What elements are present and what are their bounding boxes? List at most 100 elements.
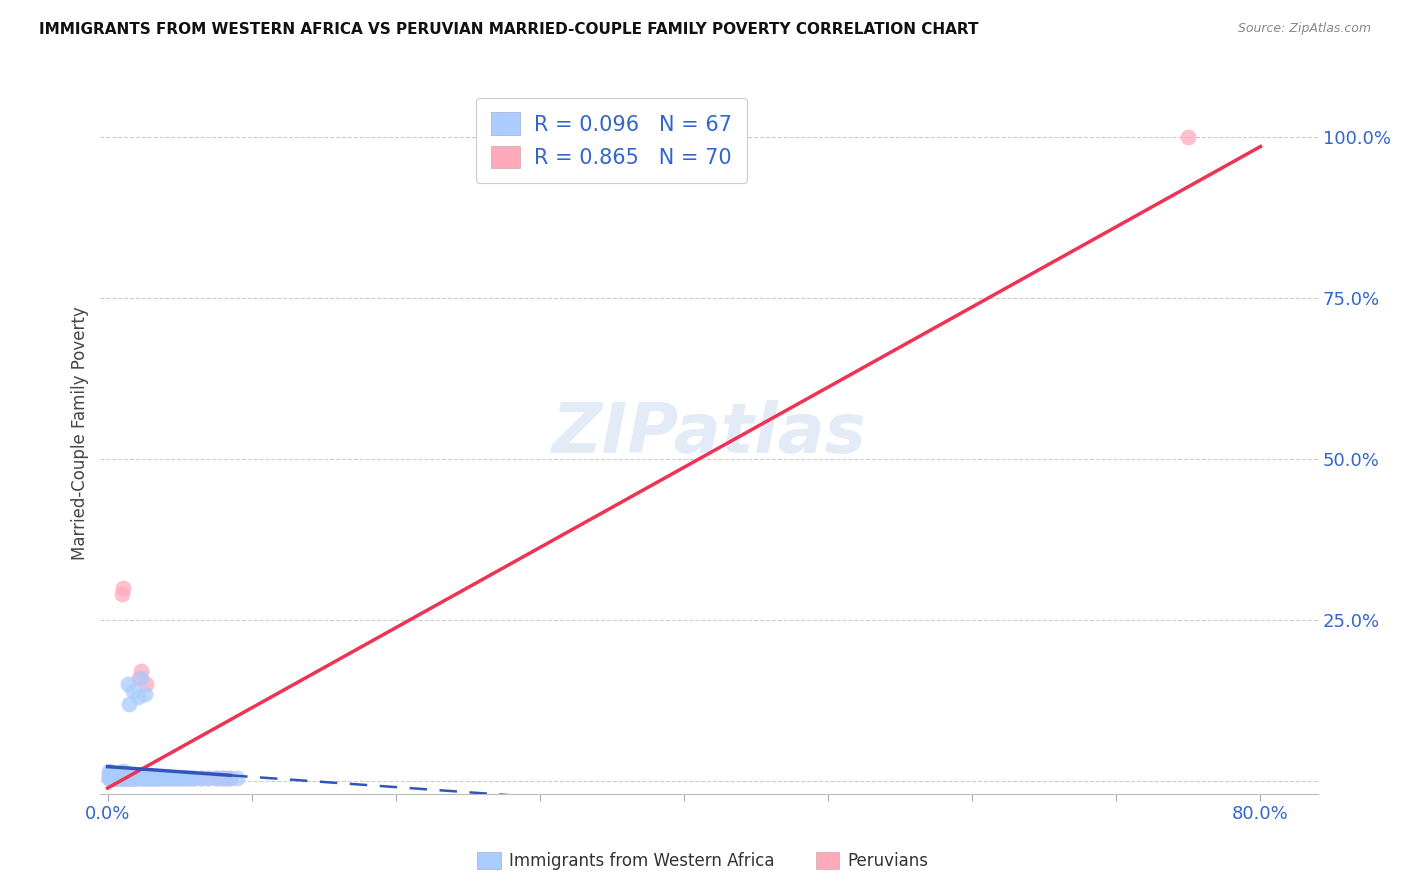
Point <box>166 771 188 785</box>
Point <box>105 771 128 785</box>
Point <box>117 771 139 785</box>
Point <box>143 771 166 785</box>
Point <box>142 771 165 785</box>
Point <box>100 769 122 783</box>
Point <box>104 771 127 785</box>
Point <box>118 771 141 785</box>
Point <box>219 771 242 785</box>
Point <box>132 771 155 785</box>
Point <box>153 771 176 785</box>
Point <box>103 771 125 785</box>
Point <box>104 771 127 785</box>
Point <box>215 771 238 785</box>
Point <box>157 771 180 785</box>
Point <box>166 771 188 785</box>
Point <box>131 771 153 785</box>
Point <box>100 771 122 785</box>
Legend: R = 0.096   N = 67, R = 0.865   N = 70: R = 0.096 N = 67, R = 0.865 N = 70 <box>477 98 747 183</box>
Point <box>149 771 172 785</box>
Point <box>211 771 233 785</box>
Point <box>121 771 143 785</box>
Point <box>190 771 212 785</box>
Point <box>98 771 121 785</box>
Point <box>122 683 145 698</box>
Point <box>153 771 176 785</box>
Point <box>208 771 231 785</box>
Point <box>100 771 122 785</box>
Point <box>150 771 173 785</box>
Point <box>1177 130 1199 145</box>
Point <box>115 771 138 785</box>
Point <box>197 771 219 785</box>
Point <box>100 771 122 785</box>
Point <box>115 771 138 785</box>
Point <box>104 771 127 785</box>
Point <box>101 771 124 785</box>
Point <box>104 771 127 785</box>
Point <box>124 771 146 785</box>
Point <box>176 771 198 785</box>
Point <box>183 771 205 785</box>
Point <box>105 771 128 785</box>
Point <box>100 767 122 781</box>
Point <box>143 771 166 785</box>
Point <box>163 771 186 785</box>
Point <box>117 677 139 691</box>
Text: IMMIGRANTS FROM WESTERN AFRICA VS PERUVIAN MARRIED-COUPLE FAMILY POVERTY CORRELA: IMMIGRANTS FROM WESTERN AFRICA VS PERUVI… <box>39 22 979 37</box>
Point <box>131 771 153 785</box>
Point <box>101 767 124 781</box>
Point <box>108 771 131 785</box>
Point <box>141 771 163 785</box>
Point <box>104 766 127 780</box>
Point <box>103 771 125 785</box>
Point <box>219 771 242 785</box>
Point <box>111 587 134 601</box>
Point <box>127 771 149 785</box>
Point <box>134 771 156 785</box>
Point <box>114 766 136 780</box>
Point <box>190 771 212 785</box>
Point <box>110 771 132 785</box>
Point <box>139 771 162 785</box>
Text: Source: ZipAtlas.com: Source: ZipAtlas.com <box>1237 22 1371 36</box>
Point <box>197 771 219 785</box>
Point <box>111 767 134 781</box>
Point <box>101 771 124 785</box>
Point <box>117 771 139 785</box>
Point <box>134 687 156 701</box>
Point <box>111 771 134 785</box>
Point <box>107 767 129 781</box>
Point <box>138 771 160 785</box>
Point <box>112 771 135 785</box>
Point <box>122 771 145 785</box>
Point <box>132 771 155 785</box>
Point <box>110 769 132 783</box>
Point <box>114 771 136 785</box>
Point <box>125 771 148 785</box>
Point <box>128 771 150 785</box>
Point <box>135 677 157 691</box>
Point <box>146 771 169 785</box>
Point <box>108 771 131 785</box>
Point <box>128 671 150 685</box>
Point <box>204 771 226 785</box>
Point <box>180 771 202 785</box>
Point <box>101 771 124 785</box>
Point <box>105 771 128 785</box>
Point <box>160 771 183 785</box>
Y-axis label: Married-Couple Family Poverty: Married-Couple Family Poverty <box>72 307 89 560</box>
Point <box>104 769 127 783</box>
Text: ZIPatlas: ZIPatlas <box>551 400 866 467</box>
Point <box>98 771 121 785</box>
Point <box>148 771 170 785</box>
Point <box>110 771 132 785</box>
Point <box>226 771 249 785</box>
Point <box>169 771 191 785</box>
Point <box>118 771 141 785</box>
Point <box>160 771 183 785</box>
Point <box>146 771 169 785</box>
Point <box>120 771 142 785</box>
Point <box>176 771 198 785</box>
Point <box>180 771 202 785</box>
Point <box>173 771 195 785</box>
